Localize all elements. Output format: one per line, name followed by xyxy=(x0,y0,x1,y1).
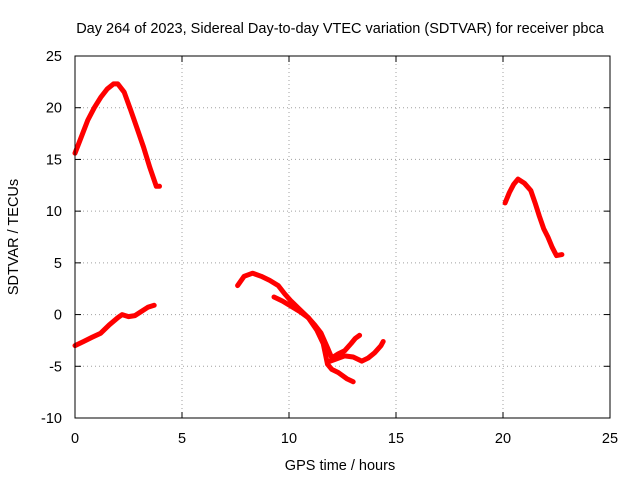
y-tick-label: 20 xyxy=(46,101,62,117)
y-tick-label: 5 xyxy=(54,256,62,272)
x-tick-label: 5 xyxy=(178,431,186,447)
plot-frame xyxy=(74,55,611,419)
y-tick-label: 0 xyxy=(54,308,62,324)
x-tick-label: 0 xyxy=(71,431,79,447)
chart-title: Day 264 of 2023, Sidereal Day-to-day VTE… xyxy=(76,21,605,37)
y-tick-label: 25 xyxy=(46,49,62,65)
series-line-arc-2 xyxy=(72,302,157,349)
x-axis-label: GPS time / hours xyxy=(285,458,395,474)
series-line-arc-3 xyxy=(235,270,356,385)
x-tick-label: 10 xyxy=(281,431,297,447)
y-tick-label: -10 xyxy=(41,411,62,427)
y-axis-label: SDTVAR / TECUs xyxy=(6,179,22,295)
y-tick-label: 15 xyxy=(46,152,62,168)
series-line-arc-4 xyxy=(271,294,363,361)
series-line-arc-6 xyxy=(502,176,565,259)
y-tick-label: -5 xyxy=(49,359,62,375)
series-line-arc-5 xyxy=(325,339,386,365)
series-line-arc-1 xyxy=(72,81,162,189)
x-tick-label: 15 xyxy=(388,431,404,447)
x-tick-label: 25 xyxy=(602,431,618,447)
y-tick-label: 10 xyxy=(46,204,62,220)
x-tick-label: 20 xyxy=(495,431,511,447)
